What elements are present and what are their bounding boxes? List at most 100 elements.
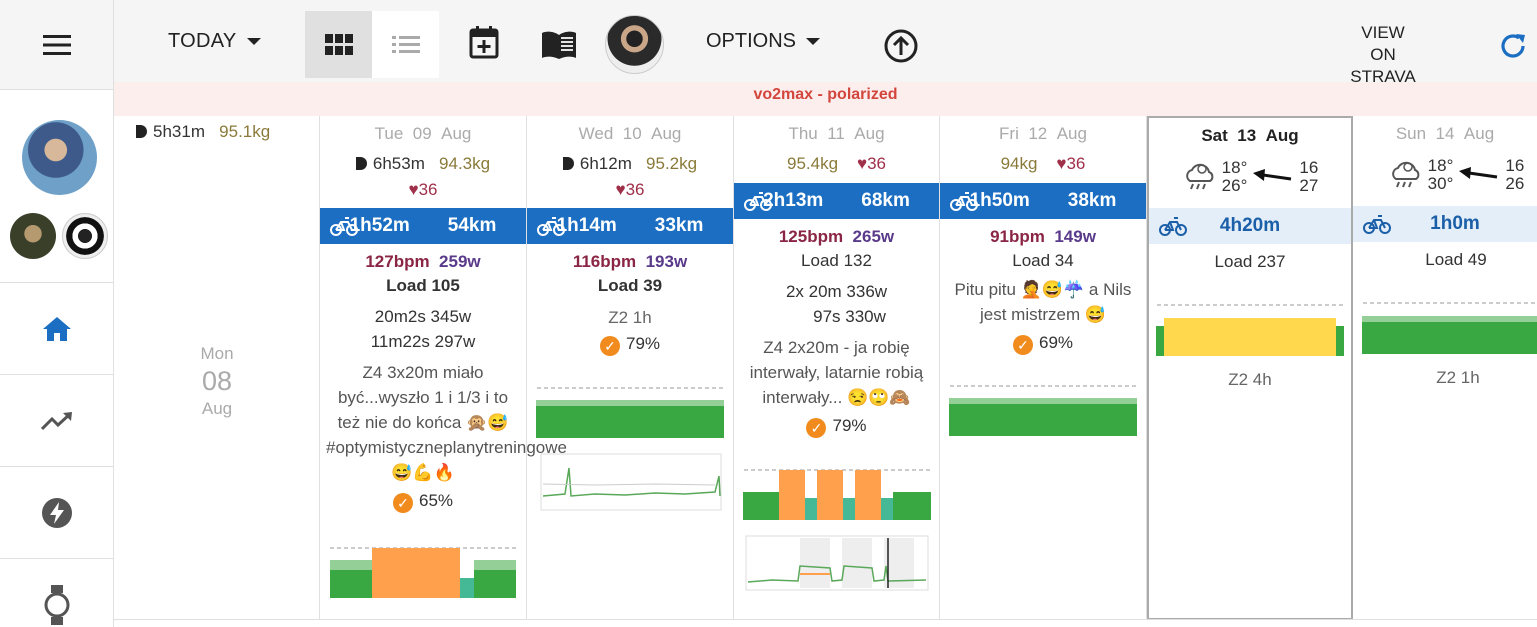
wind-gust: 27 bbox=[1299, 176, 1319, 195]
interval-1: 20m2s 345w bbox=[374, 307, 472, 326]
ride-distance: 38km bbox=[1067, 190, 1117, 211]
activity-bar[interactable]: 2h13m 68km bbox=[734, 183, 939, 219]
day-of-week: Thu bbox=[788, 124, 818, 143]
lightning-icon bbox=[41, 497, 72, 528]
hr-row: ♥36 bbox=[527, 180, 733, 200]
athlete-avatar-secondary[interactable] bbox=[10, 213, 56, 259]
heart-icon: ♥ bbox=[1056, 154, 1067, 173]
planned-workout: Z2 1h bbox=[608, 308, 652, 327]
athlete-avatar-tertiary[interactable] bbox=[62, 213, 108, 259]
cloud-rain-icon bbox=[1185, 163, 1214, 190]
temp-high: 30° bbox=[1427, 174, 1454, 193]
day-thursday[interactable]: Thu 11 Aug 95.4kg ♥36 2h13m 68km 125bpm 2… bbox=[734, 116, 940, 619]
workout-chart bbox=[1156, 304, 1344, 356]
month: Aug bbox=[651, 124, 682, 143]
nav-trends[interactable] bbox=[0, 375, 113, 467]
workout-chart bbox=[536, 387, 724, 511]
check-icon: ✓ bbox=[1012, 335, 1033, 355]
activity-bar[interactable]: 1h14m 33km bbox=[527, 208, 733, 244]
day-header: Wed 10 Aug bbox=[527, 124, 733, 146]
avg-hr: 125bpm bbox=[778, 227, 844, 246]
heart-icon: ♥ bbox=[856, 154, 868, 173]
view-on-strava-link[interactable]: VIEW ON STRAVA bbox=[1347, 22, 1419, 88]
options-dropdown[interactable]: OPTIONS bbox=[706, 30, 821, 53]
day-wednesday[interactable]: Wed 10 Aug 6h12m 95.2kg ♥36 1h14m 33km 11… bbox=[527, 116, 734, 619]
calendar-plus-icon bbox=[469, 26, 499, 59]
planned-activity-bar[interactable]: 1h0m bbox=[1353, 206, 1537, 242]
today-dropdown[interactable]: TODAY bbox=[168, 30, 261, 53]
planned-duration: 4h20m bbox=[1219, 215, 1281, 236]
activity-note: Pitu pitu 🤦😅☔ a Nils jest mistrzem 😅 bbox=[954, 280, 1132, 324]
day-header: Sat 13 Aug bbox=[1149, 126, 1351, 148]
day-header: Thu 11 Aug bbox=[734, 124, 939, 146]
user-avatar[interactable] bbox=[605, 15, 664, 74]
moon-icon bbox=[136, 125, 147, 138]
nav-power[interactable] bbox=[0, 467, 113, 559]
planned-activity-bar[interactable]: 4h20m bbox=[1149, 208, 1351, 244]
activity-bar[interactable]: 1h52m 54km bbox=[320, 208, 526, 244]
heart-icon: ♥ bbox=[615, 180, 626, 199]
add-event-button[interactable] bbox=[469, 25, 499, 64]
refresh-button[interactable] bbox=[1499, 32, 1527, 65]
resting-hr: 36 bbox=[867, 154, 886, 173]
training-load: Load 39 bbox=[597, 276, 663, 295]
upload-button[interactable] bbox=[884, 29, 918, 68]
nav-devices[interactable] bbox=[0, 559, 113, 627]
cloud-rain-icon bbox=[1391, 161, 1420, 188]
interval-1: 2x 20m 336w bbox=[785, 282, 888, 301]
training-load: Load 105 bbox=[386, 276, 460, 295]
resting-hr: 36 bbox=[418, 180, 438, 199]
plan-banner[interactable]: vo2max - polarized bbox=[114, 82, 1537, 116]
activity-note: Z4 3x20m miało być...wyszło 1 i 1/3 i to… bbox=[326, 363, 567, 482]
athlete-avatar[interactable] bbox=[22, 120, 97, 195]
library-button[interactable] bbox=[541, 31, 577, 64]
list-view-button[interactable] bbox=[372, 11, 439, 78]
day-of-week: Sun bbox=[1395, 124, 1427, 143]
day-number: 09 bbox=[412, 124, 432, 143]
grid-view-button[interactable] bbox=[305, 11, 372, 78]
activity-bar[interactable]: 1h50m 38km bbox=[940, 183, 1146, 219]
day-sunday[interactable]: Sun 14 Aug 18° 30° 16 26 1h0m Load 49 Z2 1… bbox=[1353, 116, 1537, 619]
day-date: Mon 08 Aug bbox=[114, 344, 320, 419]
avg-hr: 91bpm bbox=[990, 227, 1045, 246]
strava-line1: VIEW ON bbox=[1361, 23, 1405, 64]
wind-arrow-icon bbox=[1253, 169, 1292, 181]
completion: ✓ 65% bbox=[320, 491, 526, 513]
home-icon bbox=[42, 316, 71, 341]
month: Aug bbox=[1265, 126, 1299, 145]
day-tuesday[interactable]: Tue 09 Aug 6h53m 94.3kg ♥36 1h52m 54km 12… bbox=[320, 116, 567, 619]
planned-workout: Z2 4h bbox=[1228, 370, 1272, 389]
day-of-week: Tue bbox=[374, 124, 404, 143]
training-load: Load 34 bbox=[1012, 251, 1074, 270]
hr-power: 127bpm 259w bbox=[320, 252, 526, 272]
nav-home[interactable] bbox=[0, 283, 113, 375]
sleep-weight: 6h53m 94.3kg bbox=[320, 154, 526, 174]
temp-low: 18° bbox=[1427, 156, 1454, 175]
temp-low: 18° bbox=[1221, 158, 1248, 177]
wind-speed: 16 bbox=[1505, 156, 1525, 175]
avg-power: 265w bbox=[852, 227, 895, 246]
weight-value: 95.1kg bbox=[219, 122, 271, 141]
sleep-value: 6h12m bbox=[579, 154, 632, 173]
completion: ✓ 69% bbox=[940, 333, 1146, 355]
weight-value: 94.3kg bbox=[439, 154, 491, 173]
day-monday[interactable]: 5h31m 95.1kg Mon 08 Aug bbox=[114, 116, 320, 619]
day-number: 10 bbox=[622, 124, 642, 143]
avg-hr: 127bpm bbox=[365, 252, 430, 271]
interval-2: 97s 330w bbox=[813, 307, 886, 326]
moon-icon bbox=[355, 157, 367, 170]
day-saturday[interactable]: Sat 13 Aug 18° 26° 16 27 4h20m Load 237 Z2… bbox=[1147, 116, 1353, 620]
list-icon bbox=[391, 35, 420, 53]
day-number: 08 bbox=[201, 366, 233, 396]
planned-duration: 1h0m bbox=[1430, 213, 1480, 234]
month: Aug bbox=[1056, 124, 1087, 143]
weight-hr: 94kg ♥36 bbox=[940, 154, 1146, 174]
ride-duration: 2h13m bbox=[763, 190, 824, 211]
wind-arrow-icon bbox=[1459, 167, 1498, 179]
weight-value: 94kg bbox=[1000, 154, 1038, 173]
day-friday[interactable]: Fri 12 Aug 94kg ♥36 1h50m 38km 91bpm 149w… bbox=[940, 116, 1147, 619]
caret-down-icon bbox=[806, 38, 821, 45]
menu-button[interactable] bbox=[0, 0, 113, 90]
ride-distance: 68km bbox=[861, 190, 910, 211]
workout-chart bbox=[743, 469, 931, 591]
